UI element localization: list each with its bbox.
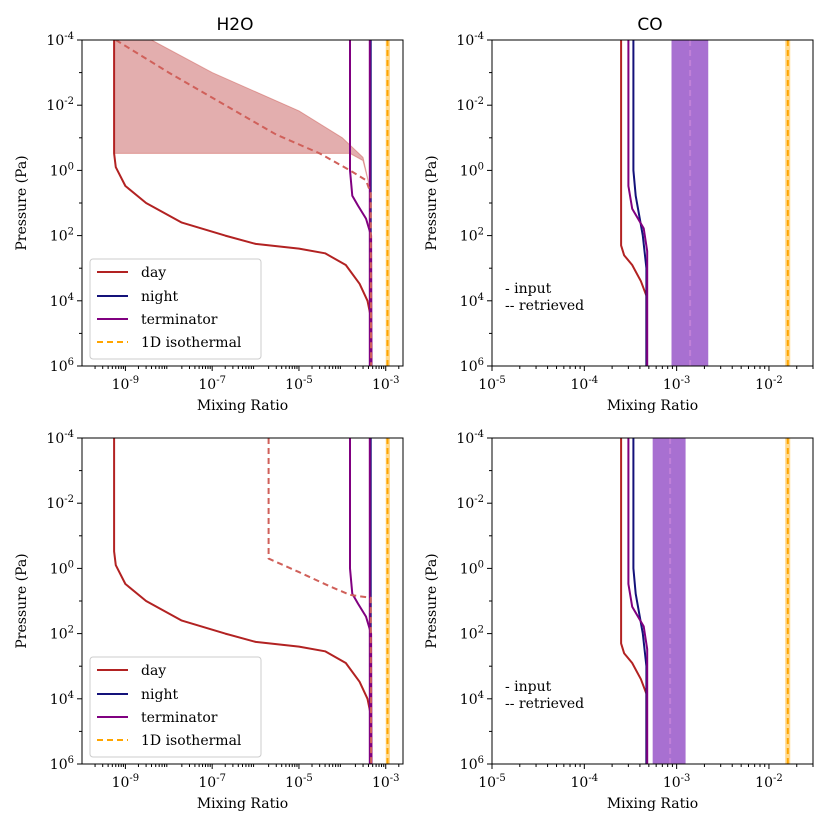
- plot-area: [113, 438, 390, 764]
- legend-frame: [89, 258, 262, 360]
- y-tick-label: 10-2: [456, 96, 484, 114]
- y-axis-title: Pressure (Pa): [424, 553, 440, 648]
- x-axis-title: Mixing Ratio: [607, 398, 698, 414]
- note-input: - input: [505, 679, 552, 695]
- x-tick-label: 10-7: [198, 773, 226, 791]
- axes-frame: [491, 437, 814, 765]
- plot-area: [620, 438, 791, 764]
- note-retrieved: -- retrieved: [505, 696, 584, 712]
- y-tick-label: 102: [50, 227, 74, 245]
- x-tick-label: 10-9: [112, 375, 140, 393]
- y-tick-label: 104: [50, 292, 74, 310]
- legend-label-terminator: terminator: [141, 312, 218, 328]
- band-day_fill: [113, 40, 370, 187]
- series-night: [632, 40, 648, 366]
- legend-label-night: night: [141, 289, 178, 305]
- series-terminator: [349, 438, 373, 764]
- x-tick-label: 10-2: [755, 375, 783, 393]
- legend-frame: [89, 656, 262, 758]
- y-axis-title: Pressure (Pa): [14, 155, 30, 250]
- chart-h2o-bottom: 10-4 10-2 100 102 104 106 10-9 10-7 10-5 10-3 Mixi…: [14, 429, 404, 812]
- x-axis-title: Mixing Ratio: [607, 796, 698, 812]
- x-tick-label: 10-4: [571, 773, 599, 791]
- y-tick-label: 100: [460, 559, 484, 577]
- series-day-retrieved: [115, 40, 373, 366]
- x-tick-label: 10-4: [571, 375, 599, 393]
- y-tick-label: 104: [50, 690, 74, 708]
- x-tick-label: 10-2: [755, 773, 783, 791]
- legend-label-terminator: terminator: [141, 710, 218, 726]
- legend-label-night: night: [141, 687, 178, 703]
- y-tick-label: 102: [460, 625, 484, 643]
- x-tick-label: 10-5: [285, 375, 313, 393]
- x-tick-label: 10-7: [198, 375, 226, 393]
- y-tick-label: 10-4: [46, 429, 74, 447]
- y-tick-label: 10-4: [456, 31, 484, 49]
- y-tick-label: 106: [460, 755, 484, 773]
- y-tick-label: 106: [460, 357, 484, 375]
- x-axis-title: Mixing Ratio: [197, 796, 288, 812]
- panel-title-h2o: H2O: [217, 15, 254, 35]
- plot-area: [113, 40, 390, 366]
- y-tick-label: 104: [460, 690, 484, 708]
- x-tick-label: 10-5: [285, 773, 313, 791]
- y-tick-label: 102: [50, 625, 74, 643]
- series-night: [632, 438, 648, 764]
- note-input: - input: [505, 281, 552, 297]
- y-tick-label: 102: [460, 227, 484, 245]
- y-tick-label: 100: [460, 161, 484, 179]
- x-tick-label: 10-3: [663, 375, 691, 393]
- y-tick-label: 100: [50, 559, 74, 577]
- note-retrieved: -- retrieved: [505, 298, 584, 314]
- x-tick-label: 10-3: [372, 375, 400, 393]
- series-day: [113, 438, 373, 764]
- y-tick-label: 10-4: [46, 31, 74, 49]
- y-tick-label: 10-2: [456, 494, 484, 512]
- plot-area: [620, 40, 791, 366]
- y-tick-label: 10-2: [46, 96, 74, 114]
- x-tick-label: 10-3: [663, 773, 691, 791]
- series-terminator: [627, 40, 649, 366]
- panel-title-co: CO: [637, 15, 662, 35]
- series-terminator: [627, 438, 649, 764]
- x-tick-label: 10-9: [112, 773, 140, 791]
- y-tick-label: 106: [50, 357, 74, 375]
- y-tick-label: 104: [460, 292, 484, 310]
- x-tick-label: 10-3: [372, 773, 400, 791]
- series-day-retrieved: [267, 438, 373, 764]
- x-tick-label: 10-5: [478, 375, 506, 393]
- y-tick-label: 10-4: [456, 429, 484, 447]
- y-tick-label: 106: [50, 755, 74, 773]
- chart-h2o-top: 10-4 10-2 100 102 104 106 10-9 10-7 10-5 10-3 Mixi…: [14, 31, 404, 414]
- y-axis-title: Pressure (Pa): [424, 155, 440, 250]
- legend-label-day: day: [141, 265, 166, 281]
- axes-frame: [491, 39, 814, 367]
- y-tick-label: 10-2: [46, 494, 74, 512]
- y-tick-label: 100: [50, 161, 74, 179]
- x-axis-title: Mixing Ratio: [197, 398, 288, 414]
- legend-label-isothermal: 1D isothermal: [141, 335, 242, 351]
- y-axis-title: Pressure (Pa): [14, 553, 30, 648]
- legend-label-isothermal: 1D isothermal: [141, 733, 242, 749]
- legend-label-day: day: [141, 663, 166, 679]
- series-terminator: [349, 40, 373, 366]
- x-tick-label: 10-5: [478, 773, 506, 791]
- series-day: [113, 40, 373, 366]
- legend-bottom: day night terminator 1D isothermal: [89, 656, 262, 758]
- legend-top: day night terminator 1D isothermal: [89, 258, 262, 360]
